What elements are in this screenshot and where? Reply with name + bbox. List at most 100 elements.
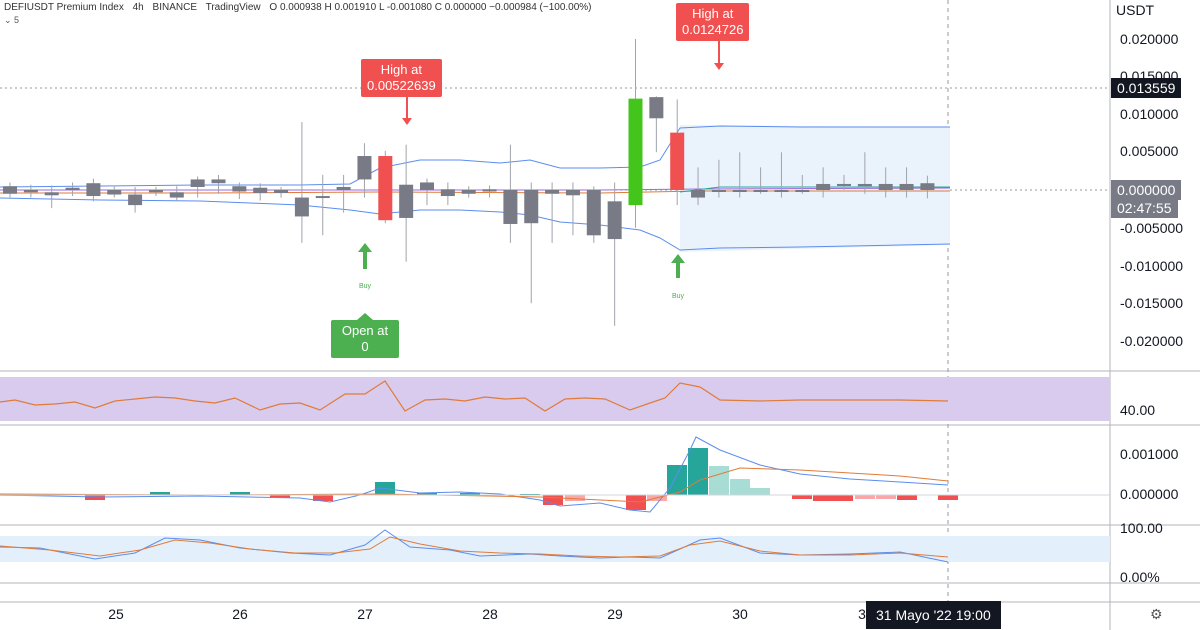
timeframe[interactable]: 4h [132,2,144,13]
callout-line2: 0.00522639 [367,78,436,93]
macd-bar [792,495,812,499]
candle-body [649,97,664,119]
callout-line2: 0 [361,339,369,354]
high-callout-1: High at 0.00522639 [361,59,442,97]
time-tick: 28 [482,606,498,622]
candle-body [565,190,580,196]
open-callout: Open at 0 [331,320,399,358]
candle-body [107,190,122,195]
high-callout-2: High at 0.0124726 [676,3,750,41]
macd-bar [688,448,708,495]
candle-body [128,194,143,206]
candle-body [878,183,893,190]
candle-body [732,190,747,192]
last-price-tag: 0.013559 [1111,78,1182,98]
candle-body [586,190,601,236]
candle-body [336,186,351,190]
candle-body [148,190,163,193]
price-tick: 0.010000 [1120,106,1179,122]
macd-line [0,436,949,513]
macd-bar [667,465,687,495]
macd-bar [876,495,896,499]
stoch-tick: 0.00% [1120,569,1160,585]
candle-body [44,192,59,196]
candle-body [670,132,685,190]
macd-bar [709,466,729,495]
candle-body [378,156,393,221]
current-price-tag: 0.000000 [1111,180,1182,200]
candle-body [65,187,80,190]
macd-bar [150,492,170,495]
price-tick: -0.015000 [1120,295,1183,311]
ohlc-values: O 0.000938 H 0.001910 L -0.001080 C 0.00… [269,2,592,13]
candle-body [23,190,38,193]
macd-bar [565,495,585,501]
high-arrow-2 [714,38,724,70]
candle-body [628,98,643,206]
candle-body [816,183,831,190]
macd-signal [0,467,949,503]
price-tick: 0.005000 [1120,143,1179,159]
stoch-band [0,536,1110,562]
high-arrow-1 [402,95,412,125]
candle-body [795,190,810,192]
macd-bar [543,495,563,505]
symbol-name[interactable]: DEFIUSDT Premium Index [4,2,124,13]
callout-line1: Open at [341,323,389,338]
candle-body [232,186,247,192]
candle-body [857,183,872,187]
candle-body [503,190,518,224]
candle-body [169,192,184,198]
stoch-tick: 100.00 [1120,520,1163,536]
candle-body [711,190,726,192]
time-tick: 27 [357,606,373,622]
time-tick: 30 [732,606,748,622]
macd-bar [750,488,770,495]
candle-body [190,179,205,187]
candle-body [774,190,789,192]
stoch-d [0,536,949,558]
candles [3,39,935,326]
countdown-tag: 02:47:55 [1111,198,1178,218]
candle-body [357,156,372,180]
price-axis[interactable]: 0.020000 0.015000 0.010000 0.005000 -0.0… [1120,31,1183,349]
candle-body [399,184,414,218]
macd-bar [313,495,333,501]
candle-body [211,179,226,184]
candle-body [420,182,434,190]
candle-body [440,189,455,197]
price-tick: -0.020000 [1120,333,1183,349]
rsi-line [0,380,949,412]
rsi-level-label: 40.00 [1120,402,1155,418]
callout-line1: High at [380,62,422,77]
indicator-collapse[interactable]: ⌄ 5 [4,15,20,25]
macd-bar [230,492,250,495]
candle-body [294,197,309,217]
ma-teal [679,186,950,193]
candle-body [524,190,539,224]
candle-body [920,183,935,190]
candle-body [253,187,268,194]
candle-body [607,201,622,240]
macd-bar [855,495,875,499]
macd-bar [897,495,917,500]
macd-bar [417,493,437,495]
callout-line1: High at [692,6,734,21]
currency-label: USDT [1116,2,1155,18]
time-axis[interactable]: 25 26 27 28 29 30 3 [108,606,866,622]
price-tick: 0.020000 [1120,31,1179,47]
buy-label-1: Buy [359,283,372,290]
price-tick: -0.005000 [1120,220,1183,236]
macd-bar [833,495,853,501]
time-tick: 3 [858,606,866,622]
buy-arrow-2 [671,254,685,278]
buy-arrow-1 [358,243,372,269]
settings-gear-icon[interactable]: ⚙ [1150,606,1163,622]
candle-body [315,196,330,199]
rsi-band [0,377,1110,421]
bollinger-upper [0,125,950,188]
candle-body [753,190,768,192]
crosshair-date-tag: 31 Mayo '22 19:00 [866,601,1001,629]
time-tick: 26 [232,606,248,622]
